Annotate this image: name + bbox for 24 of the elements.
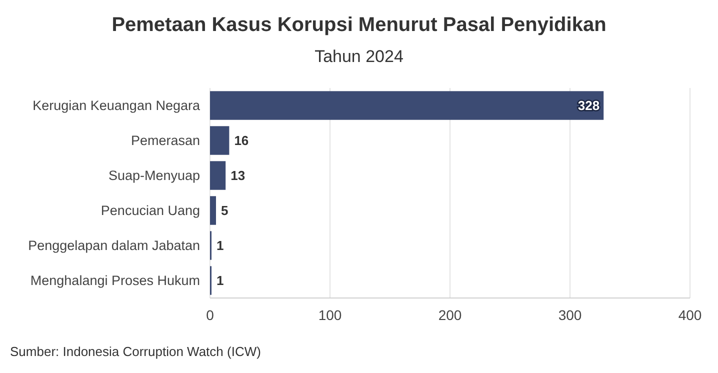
data-label: 16 xyxy=(234,133,249,148)
data-label: 13 xyxy=(230,168,246,184)
data-label: 1 xyxy=(216,238,224,254)
bar xyxy=(210,196,216,225)
y-tick-label: Pemerasan xyxy=(130,133,200,148)
x-tick-label: 200 xyxy=(438,307,462,323)
bar xyxy=(210,126,230,155)
bar xyxy=(210,91,604,120)
y-tick-label: Penggelapan dalam Jabatan xyxy=(28,238,200,254)
data-label: 5 xyxy=(221,203,228,218)
text: Sumber: Indonesia Corruption Watch (ICW) xyxy=(10,344,261,359)
y-tick-label: Menghalangi Proses Hukum xyxy=(30,273,200,288)
y-tick-label: Suap-Menyuap xyxy=(108,168,200,184)
y-tick-label: Kerugian Keuangan Negara xyxy=(32,98,200,114)
x-tick-label: 100 xyxy=(318,307,342,323)
data-label: 1 xyxy=(216,273,224,288)
bar xyxy=(210,161,226,190)
x-tick-label: 400 xyxy=(678,307,702,323)
data-label: 328 xyxy=(578,98,600,114)
chart-subtitle: Tahun 2024 xyxy=(314,47,404,66)
x-tick-label: 0 xyxy=(206,307,214,323)
chart-title: Pemetaan Kasus Korupsi Menurut Pasal Penyidikan xyxy=(112,14,606,36)
y-tick-label: Pencucian Uang xyxy=(100,203,200,218)
x-tick-label: 300 xyxy=(558,307,582,323)
